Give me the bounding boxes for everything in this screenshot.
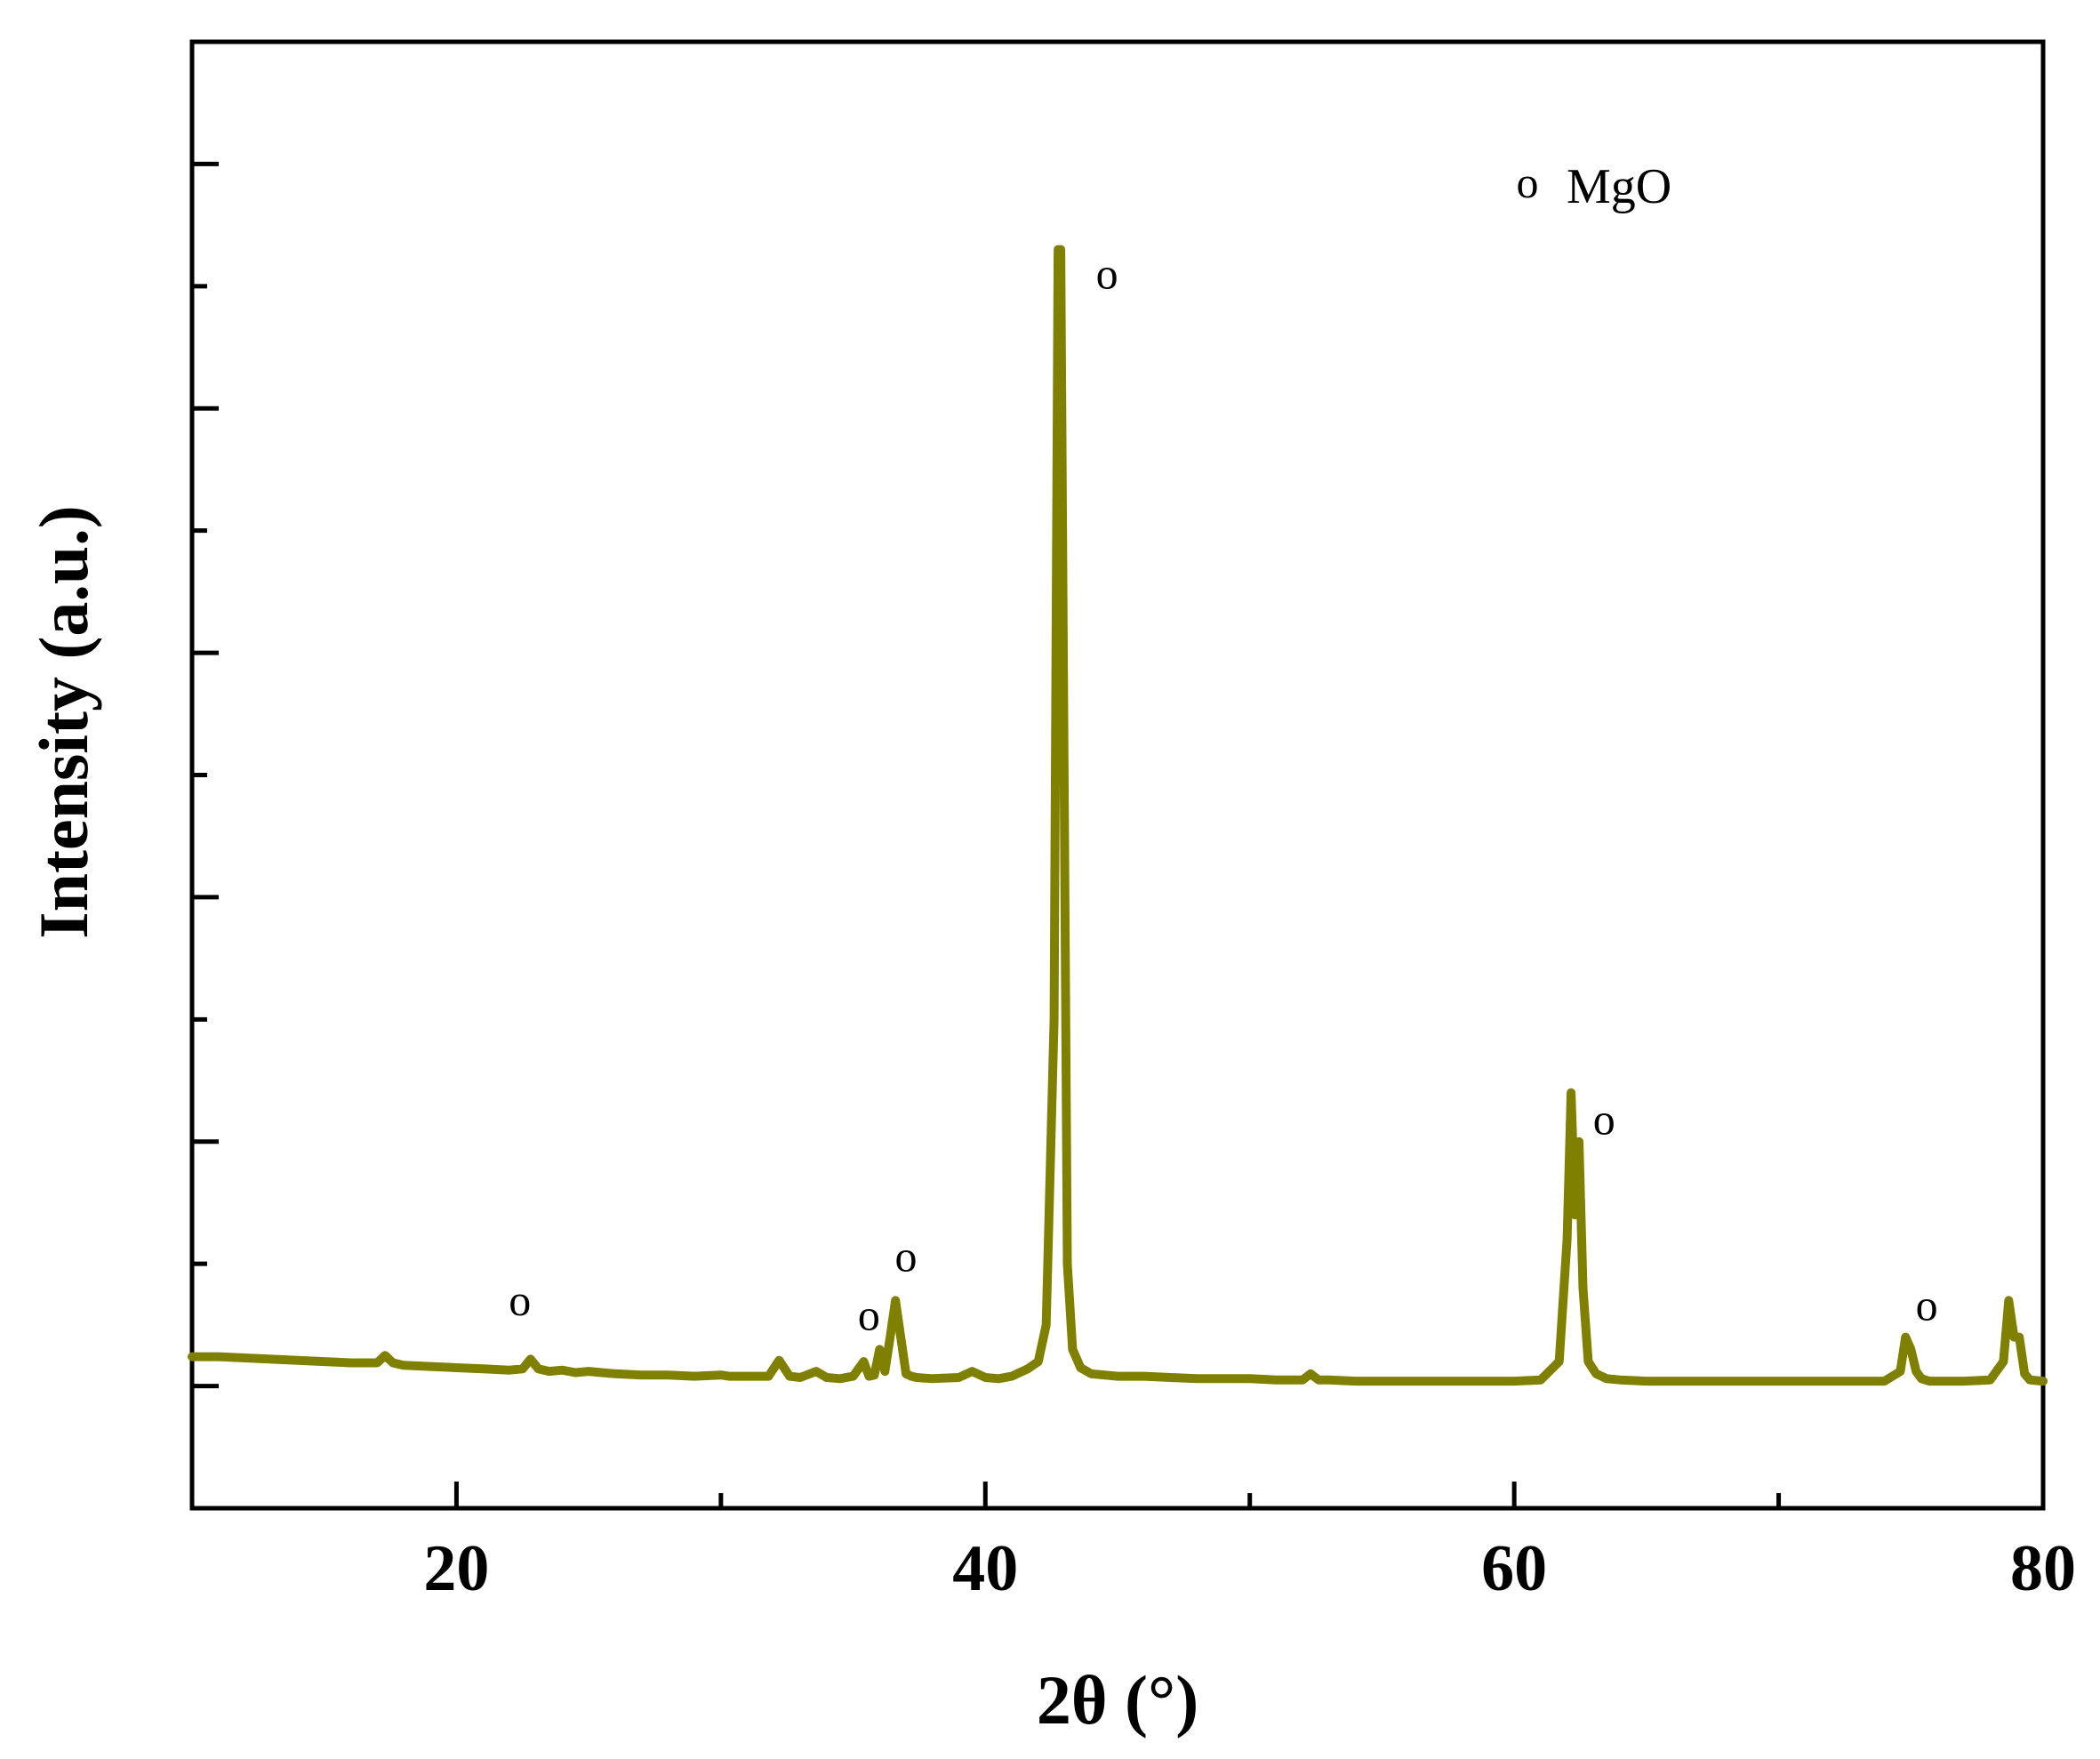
x-tick-labels: 20 40 60 80 [423,1532,2076,1605]
legend-label: MgO [1567,159,1671,214]
legend-symbol: o [1517,157,1539,207]
x-tick-label-1: 40 [952,1532,1018,1605]
peak-marker-0: o [509,1275,531,1325]
x-tick-label-3: 80 [2010,1532,2076,1605]
series-line [188,245,2048,1386]
x-axis-title: 2θ (°) [1037,1661,1198,1739]
peak-marker-3: o [1096,249,1118,299]
x-tick-label-0: 20 [423,1532,489,1605]
y-axis-title: Intensity (a.u.) [25,505,102,939]
ticks-layer [192,161,2046,1508]
x-tick-label-2: 60 [1481,1532,1547,1605]
peak-marker-1: o [858,1289,880,1339]
peak-marker-4: o [1593,1095,1615,1145]
peak-marker-2: o [895,1231,918,1281]
peak-marker-5: o [1916,1280,1938,1329]
